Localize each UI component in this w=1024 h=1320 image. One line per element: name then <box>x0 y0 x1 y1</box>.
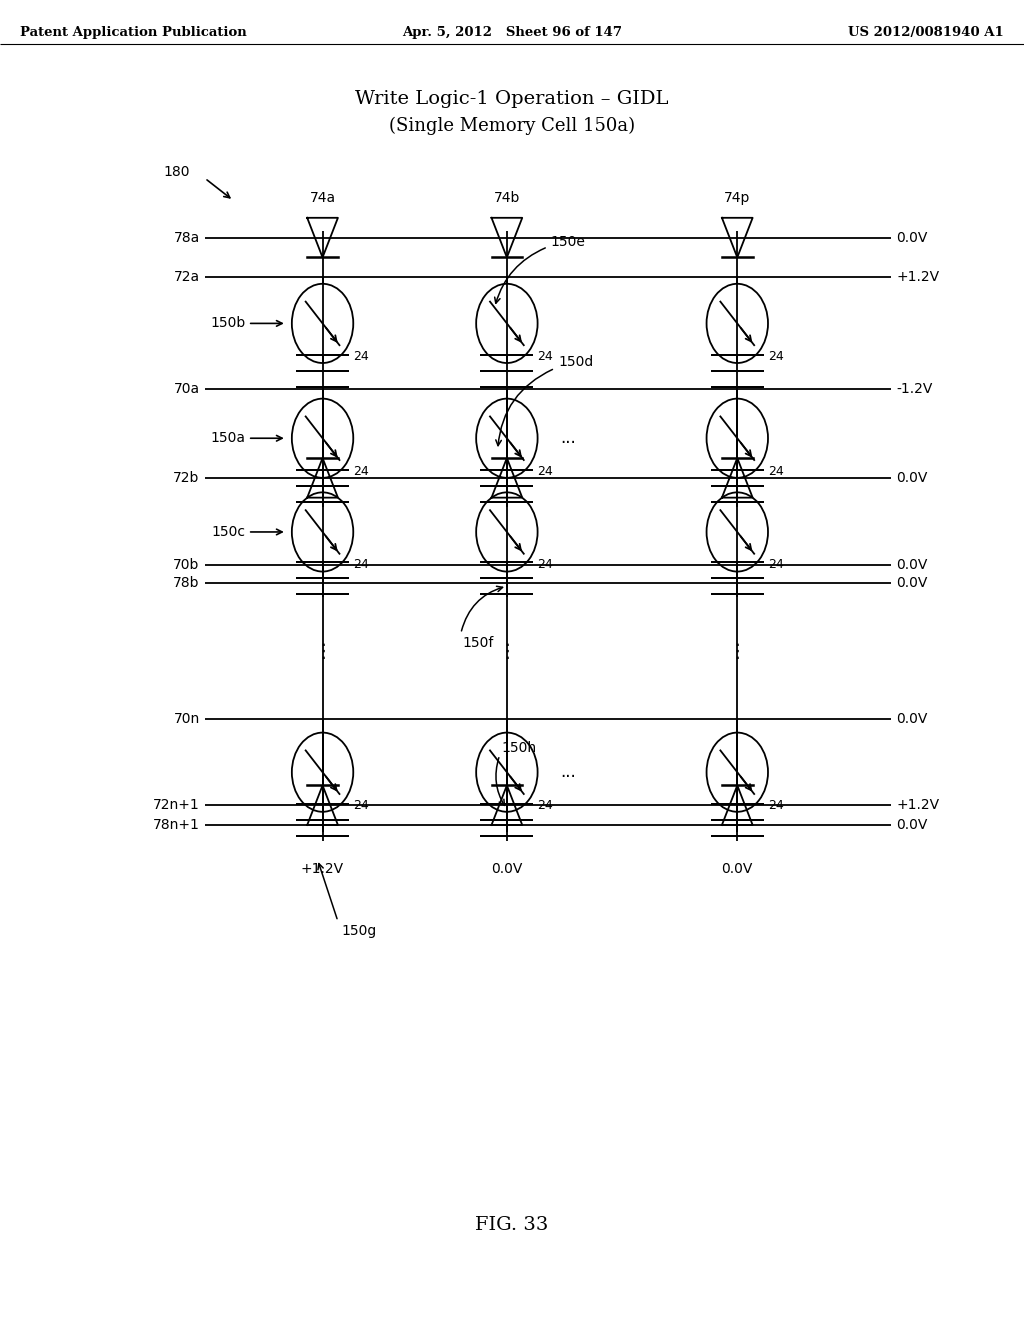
Text: ⋮: ⋮ <box>497 642 517 661</box>
Text: 70a: 70a <box>173 383 200 396</box>
Text: 24: 24 <box>768 558 783 572</box>
Text: 24: 24 <box>353 558 369 572</box>
Text: 72b: 72b <box>173 471 200 484</box>
Text: 24: 24 <box>538 558 553 572</box>
Text: 150d: 150d <box>558 355 593 368</box>
Text: 72a: 72a <box>173 271 200 284</box>
Text: 0.0V: 0.0V <box>492 862 522 876</box>
Text: ...: ... <box>560 429 575 447</box>
Text: 0.0V: 0.0V <box>896 577 928 590</box>
Text: +1.2V: +1.2V <box>896 799 939 812</box>
Text: 24: 24 <box>353 465 369 478</box>
Text: 24: 24 <box>768 350 783 363</box>
Text: 0.0V: 0.0V <box>896 818 928 832</box>
Text: 78n+1: 78n+1 <box>153 818 200 832</box>
Text: 74b: 74b <box>494 190 520 205</box>
Text: Patent Application Publication: Patent Application Publication <box>20 26 247 40</box>
Text: +1.2V: +1.2V <box>896 271 939 284</box>
Text: 74a: 74a <box>309 190 336 205</box>
Text: Write Logic-1 Operation – GIDL: Write Logic-1 Operation – GIDL <box>355 90 669 108</box>
Text: FIG. 33: FIG. 33 <box>475 1216 549 1234</box>
Text: 0.0V: 0.0V <box>722 862 753 876</box>
Text: 24: 24 <box>538 465 553 478</box>
Text: 0.0V: 0.0V <box>896 713 928 726</box>
Text: 150b: 150b <box>211 317 246 330</box>
Text: Apr. 5, 2012   Sheet 96 of 147: Apr. 5, 2012 Sheet 96 of 147 <box>402 26 622 40</box>
Text: 24: 24 <box>538 799 553 812</box>
Text: 74p: 74p <box>724 190 751 205</box>
Text: ⋮: ⋮ <box>727 642 748 661</box>
Text: 78b: 78b <box>173 577 200 590</box>
Text: ...: ... <box>560 763 575 781</box>
Text: 24: 24 <box>538 350 553 363</box>
Text: -1.2V: -1.2V <box>896 383 933 396</box>
Text: 0.0V: 0.0V <box>896 471 928 484</box>
Text: 150e: 150e <box>551 235 586 248</box>
Text: 150a: 150a <box>211 432 246 445</box>
Text: ⋮: ⋮ <box>312 642 333 661</box>
Text: 24: 24 <box>353 799 369 812</box>
Text: 150f: 150f <box>463 636 495 649</box>
Text: 0.0V: 0.0V <box>896 231 928 244</box>
Text: 24: 24 <box>353 350 369 363</box>
Text: 24: 24 <box>768 799 783 812</box>
Text: 78a: 78a <box>173 231 200 244</box>
Text: 72n+1: 72n+1 <box>153 799 200 812</box>
Text: (Single Memory Cell 150a): (Single Memory Cell 150a) <box>389 116 635 135</box>
Text: 70n: 70n <box>173 713 200 726</box>
Text: 150c: 150c <box>212 525 246 539</box>
Text: 24: 24 <box>768 465 783 478</box>
Text: +1.2V: +1.2V <box>301 862 344 876</box>
Text: 150g: 150g <box>341 924 376 937</box>
Text: 70b: 70b <box>173 558 200 572</box>
Text: US 2012/0081940 A1: US 2012/0081940 A1 <box>848 26 1004 40</box>
Text: 0.0V: 0.0V <box>896 558 928 572</box>
Text: 180: 180 <box>163 165 189 178</box>
Text: 150h: 150h <box>502 742 537 755</box>
